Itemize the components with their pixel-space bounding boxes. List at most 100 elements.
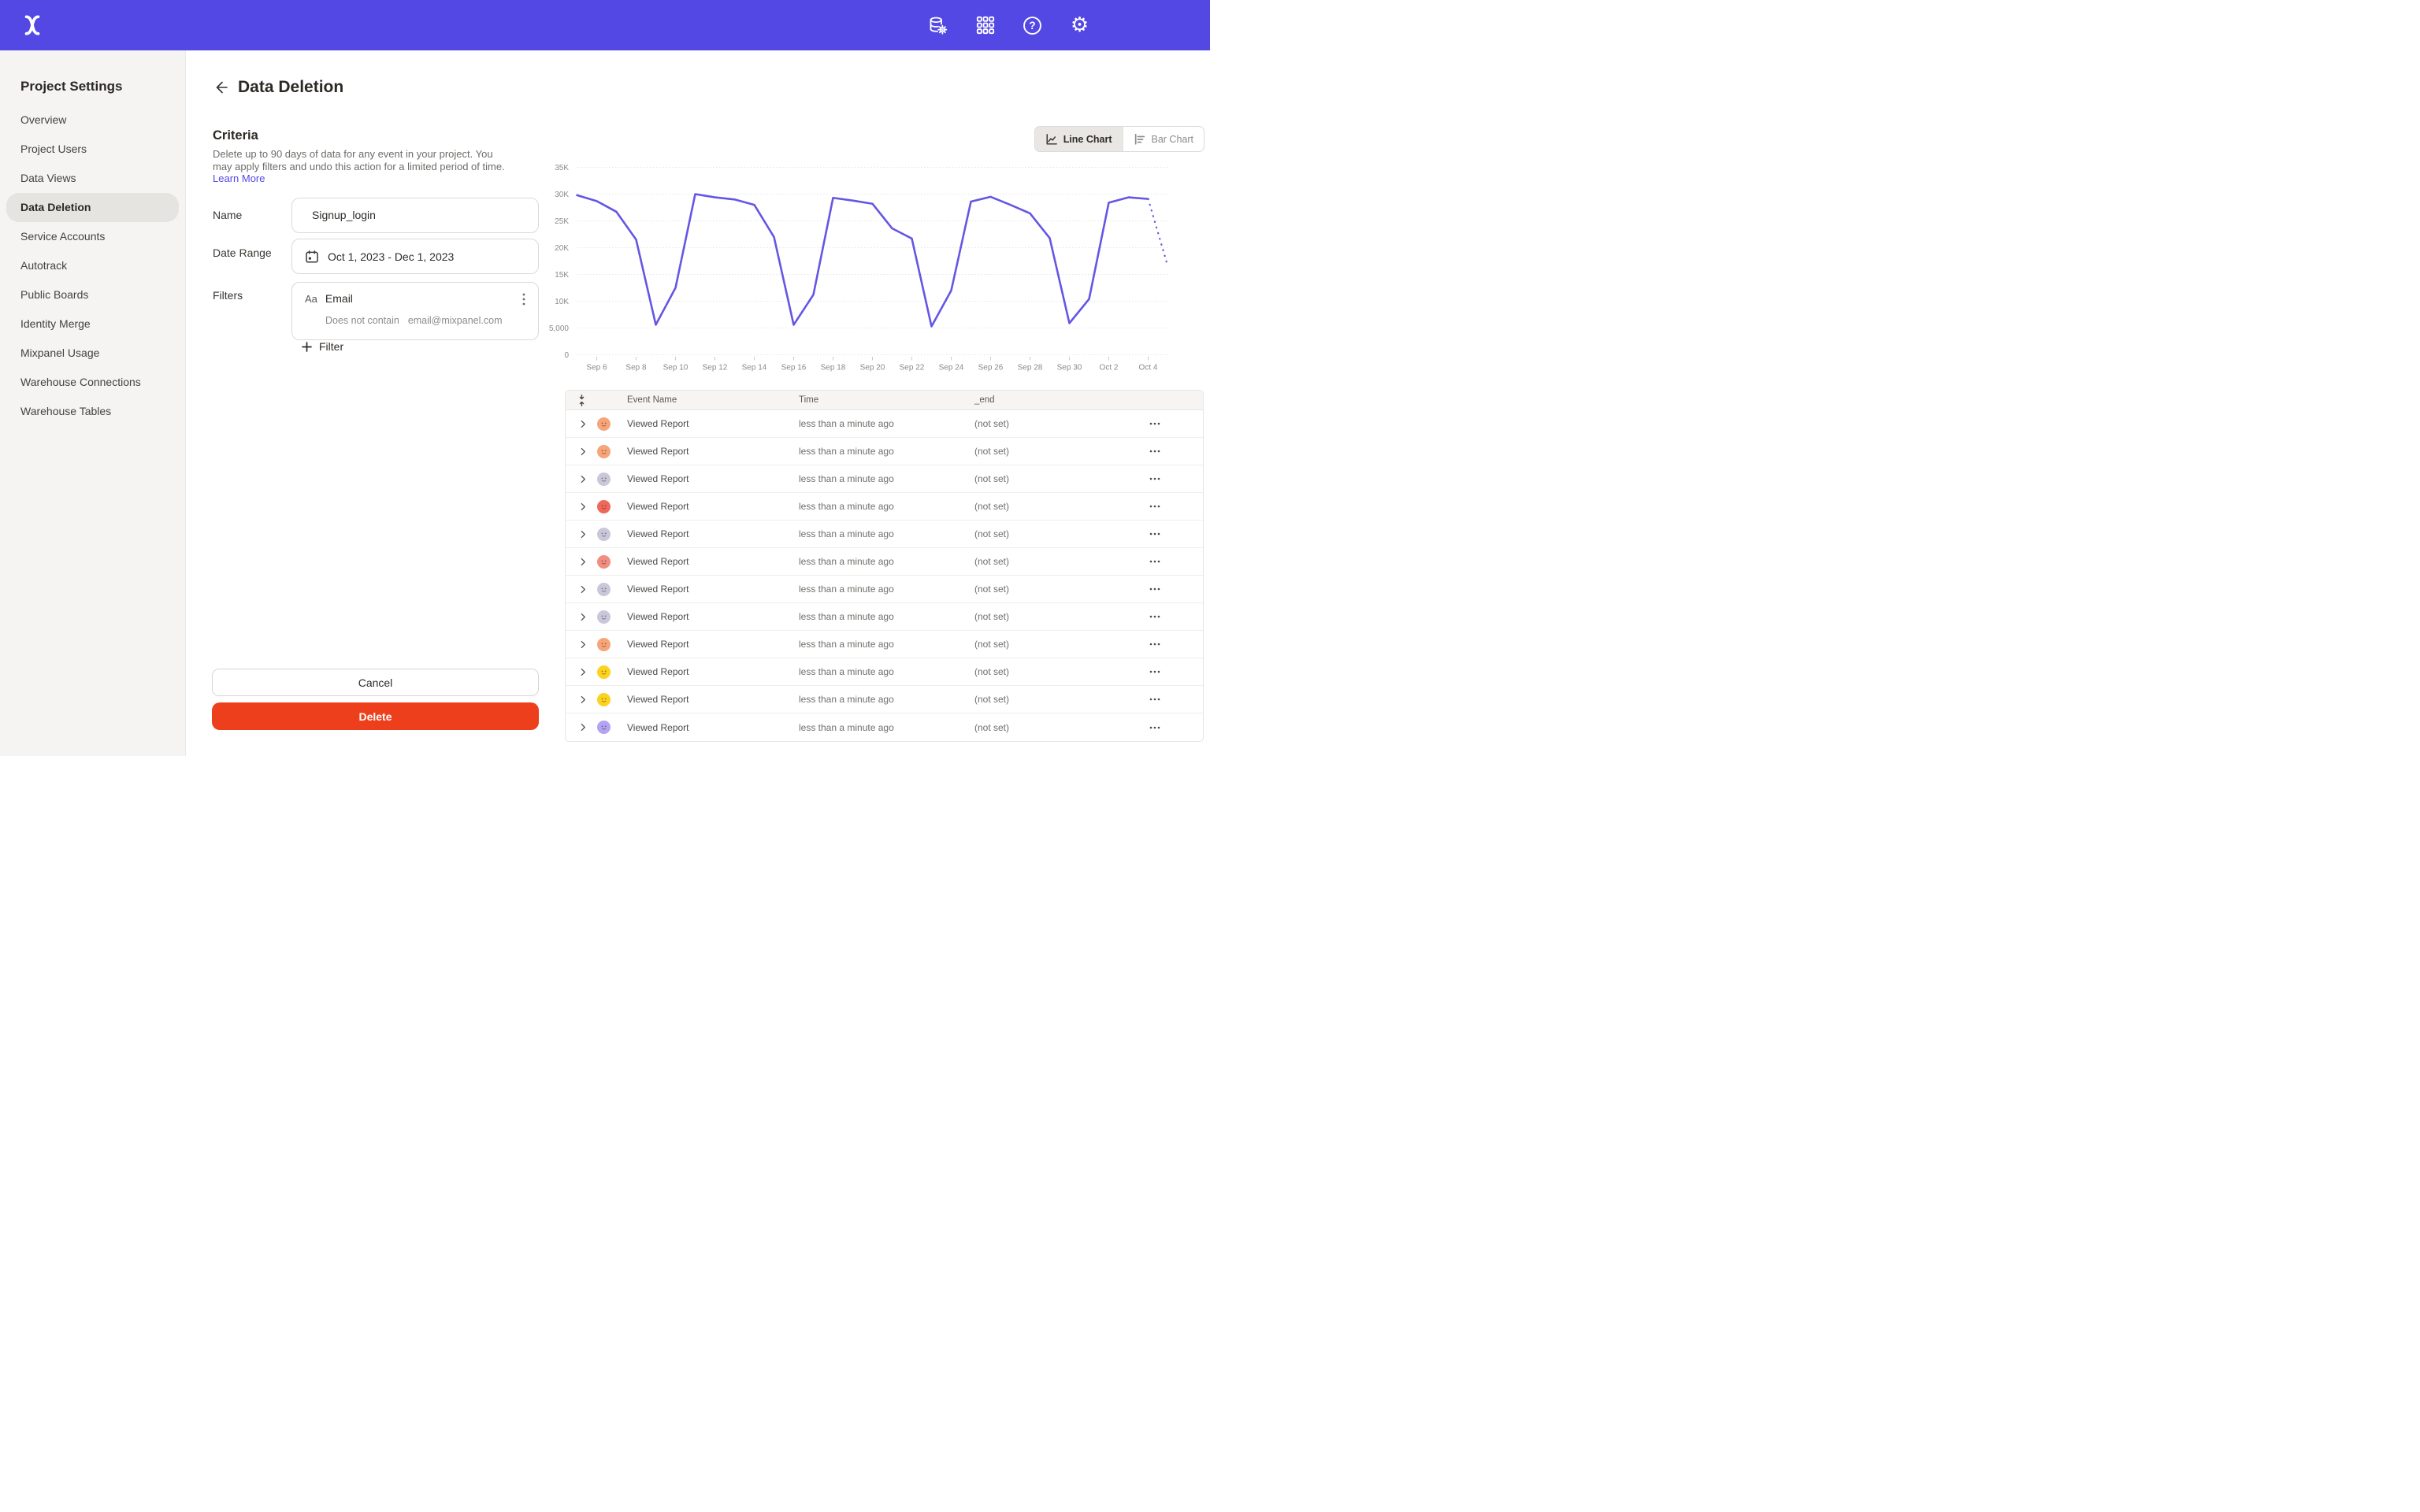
main-content: Data Deletion Criteria Delete up to 90 d… (186, 50, 1210, 756)
filter-property: Email (325, 292, 353, 305)
user-avatar (597, 444, 611, 458)
sidebar-item-data-deletion[interactable]: Data Deletion (6, 193, 179, 222)
row-menu-icon[interactable] (1132, 643, 1203, 646)
filter-card[interactable]: Aa Email Does not contain email@mixpanel… (291, 282, 539, 340)
expand-chevron-icon[interactable] (566, 420, 597, 428)
sidebar-item-data-views[interactable]: Data Views (20, 172, 76, 184)
row-menu-icon[interactable] (1132, 560, 1203, 563)
table-row[interactable]: Viewed Report less than a minute ago (not … (566, 686, 1203, 713)
chart-projection-line (1147, 198, 1169, 268)
expand-chevron-icon[interactable] (566, 723, 597, 732)
end-cell: (not set) (974, 721, 1010, 733)
row-menu-icon[interactable] (1132, 726, 1203, 729)
row-menu-icon[interactable] (1132, 477, 1203, 480)
criteria-description: Delete up to 90 days of data for any eve… (213, 148, 507, 185)
user-avatar (597, 417, 611, 431)
events-line-chart: 0 5,000 10K 15K 20K 25K 30K 35K Sep 6 Sep 8 Sep 10… (536, 158, 1199, 376)
sidebar-item-warehouse-connections[interactable]: Warehouse Connections (20, 376, 141, 388)
learn-more-link[interactable]: Learn More (213, 172, 265, 185)
y-axis-label: 0 (564, 351, 569, 360)
sort-icon[interactable] (566, 394, 597, 407)
filter-menu-icon[interactable] (518, 291, 530, 307)
row-menu-icon[interactable] (1132, 532, 1203, 536)
x-axis-label: Sep 30 (1057, 364, 1082, 372)
row-menu-icon[interactable] (1132, 450, 1203, 453)
sidebar-item-autotrack[interactable]: Autotrack (20, 259, 68, 272)
time-cell: less than a minute ago (799, 584, 894, 595)
expand-chevron-icon[interactable] (566, 668, 597, 676)
table-row[interactable]: Viewed Report less than a minute ago (not … (566, 521, 1203, 548)
x-axis-label: Oct 2 (1100, 364, 1119, 372)
row-menu-icon[interactable] (1132, 587, 1203, 591)
expand-chevron-icon[interactable] (566, 447, 597, 456)
add-filter-button[interactable]: Filter (302, 340, 343, 353)
expand-chevron-icon[interactable] (566, 695, 597, 704)
filter-value[interactable]: email@mixpanel.com (407, 315, 503, 326)
header-event-name: Event Name (627, 395, 677, 405)
expand-chevron-icon[interactable] (566, 502, 597, 511)
y-axis-label: 10K (555, 298, 569, 306)
row-menu-icon[interactable] (1132, 505, 1203, 508)
x-axis-label: Sep 16 (781, 364, 807, 372)
sidebar-item-service-accounts[interactable]: Service Accounts (20, 230, 106, 243)
bar-chart-toggle[interactable]: Bar Chart (1122, 127, 1204, 151)
user-avatar (597, 665, 611, 679)
y-axis-label: 20K (555, 244, 569, 253)
end-cell: (not set) (974, 584, 1010, 595)
back-arrow-icon[interactable] (213, 80, 229, 95)
user-avatar (597, 637, 611, 651)
row-menu-icon[interactable] (1132, 422, 1203, 425)
expand-chevron-icon[interactable] (566, 585, 597, 594)
chart-line (576, 193, 1149, 328)
help-icon[interactable]: ? (1022, 15, 1043, 36)
expand-chevron-icon[interactable] (566, 613, 597, 621)
expand-chevron-icon[interactable] (566, 475, 597, 484)
x-axis-label: Sep 26 (978, 364, 1004, 372)
sidebar-item-identity-merge[interactable]: Identity Merge (20, 317, 91, 330)
end-cell: (not set) (974, 556, 1010, 567)
table-row[interactable]: Viewed Report less than a minute ago (not … (566, 576, 1203, 603)
calendar-icon (306, 250, 318, 263)
delete-button[interactable]: Delete (212, 702, 539, 730)
settings-icon[interactable]: ⚙ (1070, 13, 1089, 37)
end-cell: (not set) (974, 473, 1010, 484)
row-menu-icon[interactable] (1132, 670, 1203, 673)
sidebar-item-warehouse-tables[interactable]: Warehouse Tables (20, 405, 112, 417)
sidebar-item-public-boards[interactable]: Public Boards (20, 288, 89, 301)
line-chart-toggle[interactable]: Line Chart (1034, 127, 1123, 151)
table-row[interactable]: Viewed Report less than a minute ago (not … (566, 631, 1203, 658)
apps-grid-icon[interactable] (974, 15, 996, 36)
table-row[interactable]: Viewed Report less than a minute ago (not … (566, 465, 1203, 493)
data-governance-icon[interactable] (927, 15, 948, 36)
user-avatar (597, 472, 611, 486)
event-name-cell: Viewed Report (627, 501, 689, 512)
header-time: Time (799, 395, 819, 405)
x-axis-label: Sep 20 (860, 364, 885, 372)
end-cell: (not set) (974, 666, 1010, 677)
date-range-value: Oct 1, 2023 - Dec 1, 2023 (328, 250, 455, 263)
y-axis-label: 25K (555, 217, 569, 226)
expand-chevron-icon[interactable] (566, 640, 597, 649)
table-row[interactable]: Viewed Report less than a minute ago (not … (566, 658, 1203, 686)
name-input[interactable]: Signup_login (291, 198, 539, 233)
table-row[interactable]: Viewed Report less than a minute ago (not … (566, 410, 1203, 438)
x-axis-label: Sep 22 (900, 364, 925, 372)
date-range-input[interactable]: Oct 1, 2023 - Dec 1, 2023 (291, 239, 539, 274)
sidebar-item-overview[interactable]: Overview (20, 113, 67, 126)
table-row[interactable]: Viewed Report less than a minute ago (not … (566, 493, 1203, 521)
table-row[interactable]: Viewed Report less than a minute ago (not … (566, 548, 1203, 576)
table-row[interactable]: Viewed Report less than a minute ago (not … (566, 438, 1203, 465)
cancel-button[interactable]: Cancel (212, 669, 539, 696)
sidebar-item-project-users[interactable]: Project Users (20, 143, 87, 155)
filter-operator[interactable]: Does not contain (325, 315, 399, 326)
expand-chevron-icon[interactable] (566, 530, 597, 539)
expand-chevron-icon[interactable] (566, 558, 597, 566)
table-row[interactable]: Viewed Report less than a minute ago (not … (566, 713, 1203, 741)
sidebar-item-mixpanel-usage[interactable]: Mixpanel Usage (20, 346, 100, 359)
table-row[interactable]: Viewed Report less than a minute ago (not … (566, 603, 1203, 631)
row-menu-icon[interactable] (1132, 698, 1203, 701)
mixpanel-logo[interactable] (20, 13, 44, 37)
event-name-cell: Viewed Report (627, 473, 689, 484)
y-axis-label: 5,000 (549, 324, 569, 333)
row-menu-icon[interactable] (1132, 615, 1203, 618)
